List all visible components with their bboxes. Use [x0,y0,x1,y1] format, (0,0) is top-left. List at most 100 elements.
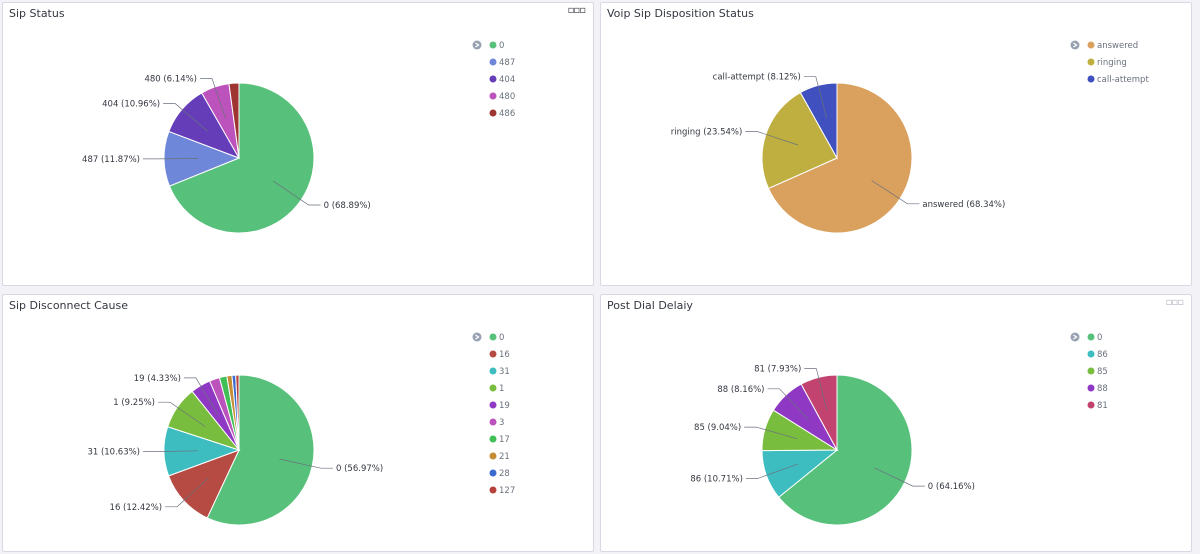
panel-voip-sip-disposition-status: Voip Sip Disposition Status answered (68… [600,2,1192,286]
label-leader-line [744,426,798,440]
pie-chart-post-dial-delay: 0 (64.16%) 86 (10.71%) 85 (9.04%) 88 (8.16%… [690,332,1108,526]
label-leader-line [803,76,827,119]
legend-label: 86 [1097,350,1108,360]
legend-label: 3 [499,418,504,428]
legend-swatch [1087,41,1095,49]
slice-label: 19 (4.33%) [134,374,181,384]
panel-post-dial-delay: Post Dial Delaiy ▫▫▫ 0 (64.16%) 86 (10.71… [600,294,1192,552]
legend-swatch [1087,350,1095,358]
legend-item-19[interactable]: 19 [489,401,510,411]
legend-item-21[interactable]: 21 [489,452,510,462]
slice-label: 85 (9.04%) [694,423,741,433]
legend-label: 85 [1097,367,1108,377]
pie-chart-sip-status: 0 (68.89%) 487 (11.87%) 404 (10.96%) 480 (6… [82,40,516,234]
panel-title: Sip Status [9,7,65,20]
legend-item-0[interactable]: 0 [489,41,505,51]
pie-slice-486[interactable] [228,82,240,159]
legend-swatch [489,92,497,100]
legend-swatch [489,401,497,409]
legend-swatch [1087,367,1095,375]
label-leader-line [143,450,198,452]
panel-options-icon[interactable]: ▫▫▫ [567,5,586,16]
label-leader-line [767,388,809,421]
pie-chart-voip-sip-disposition-status: answered (68.34%) ringing (23.54%) call-at… [671,40,1150,234]
legend-swatch [489,333,497,341]
label-leader-line [163,103,208,132]
legend-label: 0 [499,41,504,51]
legend-item-0[interactable]: 0 [1087,333,1103,343]
legend-item-ringing[interactable]: ringing [1087,58,1127,68]
legend-swatch [1087,75,1095,83]
legend-item-1[interactable]: 1 [489,384,505,394]
label-leader-line [745,131,799,146]
legend-item-127[interactable]: 127 [489,486,516,496]
legend-label: 486 [499,109,515,119]
legend-item-404[interactable]: 404 [489,75,516,85]
legend-item-86[interactable]: 86 [1087,350,1108,360]
label-leader-line [804,368,828,411]
slice-label: 1 (9.25%) [113,398,155,408]
legend-label: 127 [499,486,515,496]
slice-label: answered (68.34%) [922,200,1005,210]
legend-label: 21 [499,452,510,462]
legend-toggle-icon[interactable] [1070,332,1080,342]
label-leader-line [158,401,206,427]
panel-title: Voip Sip Disposition Status [607,7,754,20]
legend-item-answered[interactable]: answered [1087,41,1139,51]
legend-label: 81 [1097,401,1108,411]
legend-item-480[interactable]: 480 [489,92,516,102]
legend-swatch [1087,401,1095,409]
panel-sip-status: Sip Status ▫▫▫ 0 (68.89%) 487 (11.87%) 404… [2,2,594,286]
legend-item-call-attempt[interactable]: call-attempt [1087,75,1150,85]
legend-label: 487 [499,58,515,68]
label-leader-line [273,180,321,206]
legend-label: call-attempt [1097,75,1149,85]
panel-sip-disconnect-cause: Sip Disconnect Cause 0 (56.97%) 16 (12.42… [2,294,594,552]
label-leader-line [183,377,219,415]
pie-chart-sip-disconnect-cause: 0 (56.97%) 16 (12.42%) 31 (10.63%) 1 (9.25%… [87,332,516,526]
pie-slice-127[interactable] [235,374,240,451]
legend-item-3[interactable]: 3 [489,418,505,428]
legend-item-0[interactable]: 0 [489,333,505,343]
legend-item-486[interactable]: 486 [489,109,516,119]
legend-swatch [489,75,497,83]
legend-toggle-icon[interactable] [1070,40,1080,50]
legend-label: 28 [499,469,510,479]
slice-label: 88 (8.16%) [717,385,764,395]
label-leader-line [874,467,925,487]
legend-label: 404 [499,75,515,85]
legend-swatch [1087,333,1095,341]
legend-swatch [1087,384,1095,392]
legend-item-487[interactable]: 487 [489,58,516,68]
slice-label: 0 (56.97%) [336,464,383,474]
legend-swatch [489,350,497,358]
legend-item-85[interactable]: 85 [1087,367,1108,377]
slice-label: 480 (6.14%) [144,75,197,85]
legend-item-17[interactable]: 17 [489,435,510,445]
legend-label: 88 [1097,384,1108,394]
legend-label: 31 [499,367,510,377]
legend-swatch [1087,58,1095,66]
panel-title: Sip Disconnect Cause [9,299,129,312]
legend-item-28[interactable]: 28 [489,469,510,479]
legend-label: 17 [499,435,510,445]
legend-item-16[interactable]: 16 [489,350,510,360]
legend-item-31[interactable]: 31 [489,367,510,377]
panel-options-icon[interactable]: ▫▫▫ [1165,297,1184,308]
legend-item-88[interactable]: 88 [1087,384,1108,394]
legend-label: 19 [499,401,510,411]
legend-swatch [489,109,497,117]
legend-toggle-icon[interactable] [472,332,482,342]
legend-label: ringing [1097,58,1127,68]
legend-item-81[interactable]: 81 [1087,401,1108,411]
label-leader-line [871,180,920,205]
slice-label: ringing (23.54%) [671,128,743,138]
legend-label: answered [1097,41,1138,51]
label-leader-line [200,78,227,120]
legend-swatch [489,486,497,494]
legend-label: 480 [499,92,515,102]
legend-toggle-icon[interactable] [472,40,482,50]
legend-label: 0 [499,333,504,343]
legend-label: 0 [1097,333,1102,343]
label-leader-line [279,458,333,469]
